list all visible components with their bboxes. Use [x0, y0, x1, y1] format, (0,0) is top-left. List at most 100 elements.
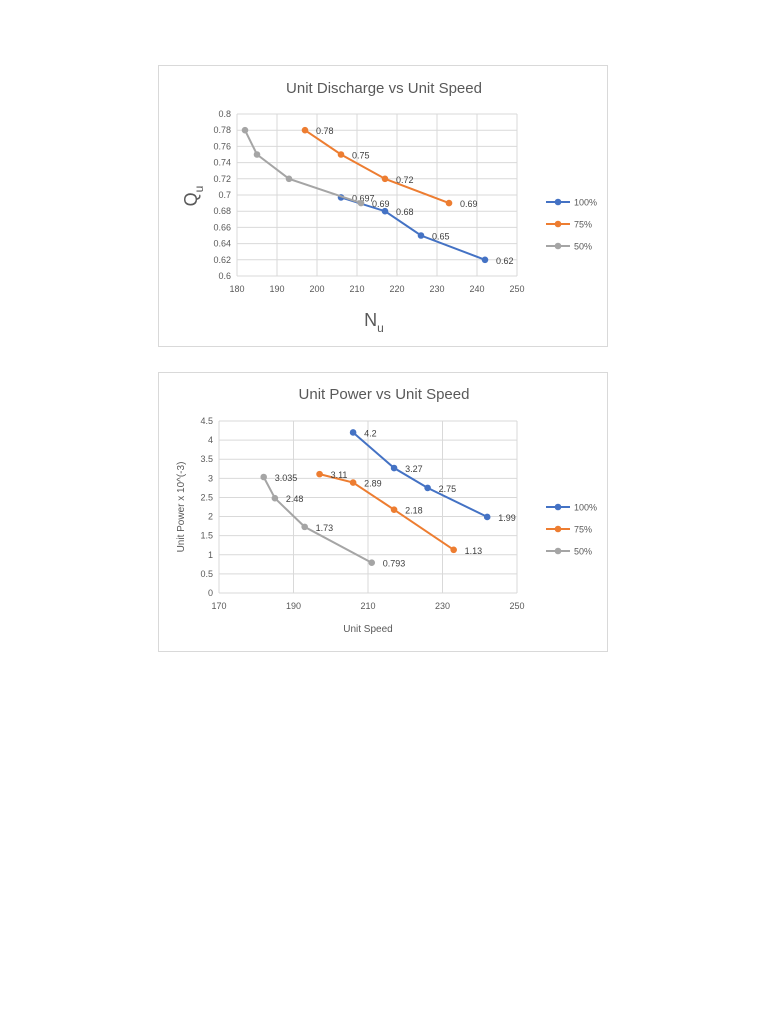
discharge-data-point-100pct: [381, 207, 389, 215]
discharge-x-tick-label: 190: [269, 284, 284, 294]
power-data-point-100pct: [424, 484, 431, 492]
discharge-legend-item-50pct: 50%: [546, 242, 592, 252]
discharge-data-point-75pct: [381, 175, 389, 183]
power-data-label-75pct: 2.18: [405, 506, 423, 516]
power-y-tick-label: 0.5: [200, 569, 213, 579]
power-x-tick-label: 190: [286, 601, 301, 611]
power-legend-item-100pct: 100%: [546, 503, 597, 513]
discharge-data-point-75pct: [445, 199, 453, 207]
power-y-tick-label: 3.5: [200, 454, 213, 464]
unit-discharge-chart: Unit Discharge vs Unit Speed 0.6 0.62 0.64 0…: [158, 65, 608, 347]
power-data-label-100pct: 3.27: [405, 464, 423, 474]
power-chart-title: Unit Power vs Unit Speed: [299, 386, 470, 403]
discharge-legend-marker-100pct: [554, 198, 562, 206]
power-y-tick-label: 1: [208, 550, 213, 560]
discharge-data-point-50pct: [357, 199, 365, 207]
discharge-y-tick-label: 0.76: [213, 141, 231, 151]
discharge-y-tick-label: 0.74: [213, 158, 231, 168]
discharge-data-label-50pct: 0.69: [372, 199, 390, 209]
discharge-x-tick-label: 220: [389, 284, 404, 294]
discharge-x-tick-label: 240: [469, 284, 484, 294]
discharge-legend-item-100pct: 100%: [546, 198, 597, 208]
power-y-tick-label: 4: [208, 435, 213, 445]
power-legend-item-75pct: 75%: [546, 525, 592, 535]
discharge-data-point-75pct: [337, 151, 345, 158]
discharge-data-label-100pct: 0.68: [396, 207, 414, 217]
power-data-point-100pct: [390, 464, 398, 472]
power-x-tick-label: 170: [211, 601, 226, 611]
discharge-data-label-75pct: 0.75: [352, 151, 370, 161]
discharge-y-tick-label: 0.7: [218, 190, 231, 200]
power-data-label-100pct: 4.2: [364, 428, 377, 438]
discharge-data-label-75pct: 0.78: [316, 126, 334, 136]
discharge-x-tick-label: 200: [309, 284, 324, 294]
power-y-tick-label: 2.5: [200, 492, 213, 502]
discharge-y-axis-label: Qu: [181, 186, 206, 207]
power-data-point-100pct: [349, 429, 357, 436]
power-x-tick-label: 210: [360, 601, 375, 611]
power-y-tick-label: 1.5: [200, 531, 213, 541]
power-data-point-50pct: [301, 523, 308, 531]
power-data-point-75pct: [390, 506, 398, 513]
discharge-data-point-50pct: [253, 151, 261, 158]
power-y-axis-label: Unit Power x 10^(-3): [176, 462, 187, 553]
discharge-y-tick-label: 0.6: [218, 271, 231, 281]
discharge-y-tick-label: 0.62: [213, 255, 231, 265]
discharge-legend-item-75pct: 75%: [546, 220, 592, 230]
power-data-label-100pct: 2.75: [439, 484, 457, 494]
discharge-data-label-75pct: 0.72: [396, 175, 414, 185]
unit-power-chart: Unit Power vs Unit Speed 0 0.5 1 1.5 2 2.5 3 3.5…: [158, 372, 608, 652]
discharge-y-tick-label: 0.68: [213, 206, 231, 216]
unit-discharge-chart-svg: Unit Discharge vs Unit Speed 0.6 0.62 0.64 0…: [181, 80, 597, 335]
power-y-tick-label: 0: [208, 588, 213, 598]
power-data-label-50pct: 1.73: [316, 523, 334, 533]
power-legend-label-75pct: 75%: [574, 525, 592, 535]
discharge-data-point-50pct: [241, 126, 249, 134]
discharge-legend-marker-50pct: [554, 242, 562, 250]
discharge-data-point-100pct: [417, 232, 425, 239]
power-data-point-75pct: [349, 479, 357, 486]
power-data-point-75pct: [450, 546, 457, 554]
power-legend-marker-75pct: [554, 525, 562, 533]
discharge-chart-title: Unit Discharge vs Unit Speed: [286, 80, 482, 97]
discharge-x-axis-label-subscript: u: [377, 321, 384, 335]
discharge-series-line-50pct: [244, 129, 362, 205]
power-data-label-75pct: 3.11: [331, 470, 348, 480]
discharge-data-point-50pct: [285, 175, 293, 183]
power-legend-marker-100pct: [554, 503, 562, 511]
power-data-point-50pct: [271, 494, 279, 502]
power-series-line-100pct: [352, 431, 488, 518]
power-y-tick-label: 3: [208, 473, 213, 483]
discharge-y-axis-label-subscript: u: [192, 186, 206, 193]
discharge-x-tick-label: 230: [429, 284, 444, 294]
discharge-x-tick-label: 210: [349, 284, 364, 294]
power-data-point-50pct: [368, 559, 376, 566]
discharge-data-label-75pct: 0.69: [460, 199, 478, 209]
discharge-series-line-75pct: [304, 129, 450, 205]
discharge-x-axis-label: Nu: [364, 310, 384, 335]
power-data-label-50pct: 2.48: [286, 494, 304, 504]
power-legend-marker-50pct: [554, 547, 562, 555]
power-data-label-75pct: 2.89: [364, 479, 382, 489]
power-data-point-50pct: [260, 473, 267, 481]
power-data-label-75pct: 1.13: [465, 546, 483, 556]
discharge-legend-label-50pct: 50%: [574, 242, 592, 252]
discharge-y-tick-label: 0.8: [218, 109, 231, 119]
unit-power-chart-svg: Unit Power vs Unit Speed 0 0.5 1 1.5 2 2.5 3 3.5…: [176, 386, 597, 635]
power-legend-item-50pct: 50%: [546, 547, 592, 557]
power-data-label-100pct: 1.99: [498, 513, 516, 523]
power-data-point-100pct: [483, 513, 491, 521]
discharge-legend-marker-75pct: [554, 220, 562, 228]
discharge-y-tick-label: 0.78: [213, 125, 231, 135]
power-y-tick-label: 2: [208, 512, 213, 522]
discharge-legend-label-75pct: 75%: [574, 220, 592, 230]
discharge-data-label-100pct: 0.697: [352, 193, 375, 203]
power-legend-label-100pct: 100%: [574, 503, 597, 513]
power-x-axis-label: Unit Speed: [343, 624, 392, 635]
power-x-tick-label: 250: [509, 601, 524, 611]
power-x-tick-label: 230: [435, 601, 450, 611]
power-data-point-75pct: [316, 470, 323, 478]
discharge-y-tick-label: 0.66: [213, 222, 231, 232]
discharge-legend-label-100pct: 100%: [574, 198, 597, 208]
discharge-y-tick-label: 0.64: [213, 239, 231, 249]
